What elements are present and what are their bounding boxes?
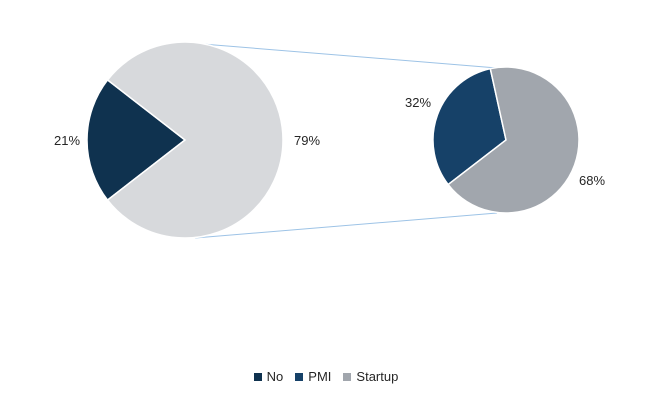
secondary-pie (432, 66, 580, 214)
legend-label-startup: Startup (356, 369, 399, 384)
pie-slice-startup-main (106, 41, 284, 239)
pie-slice-startup-secondary (447, 66, 580, 214)
legend-swatch-pmi (295, 372, 304, 381)
legend-label-pmi: PMI (308, 369, 332, 384)
legend-item-no: No (253, 369, 284, 384)
legend-swatch-no (253, 372, 262, 381)
data-label-no: 21% (54, 133, 80, 148)
legend: No PMI Startup (0, 369, 652, 384)
connector-line-top (189, 42, 498, 69)
main-pie (86, 41, 284, 239)
data-label-pmi: 32% (405, 95, 431, 110)
data-label-startup-secondary: 68% (579, 173, 605, 188)
legend-label-no: No (266, 369, 284, 384)
pie-slice-pmi (432, 67, 507, 186)
data-label-startup-main: 79% (294, 133, 320, 148)
pie-slice-no (86, 78, 187, 202)
legend-swatch-startup (343, 372, 352, 381)
connector-line-bottom (194, 212, 498, 239)
legend-item-startup: Startup (343, 369, 398, 384)
legend-item-pmi: PMI (295, 369, 331, 384)
